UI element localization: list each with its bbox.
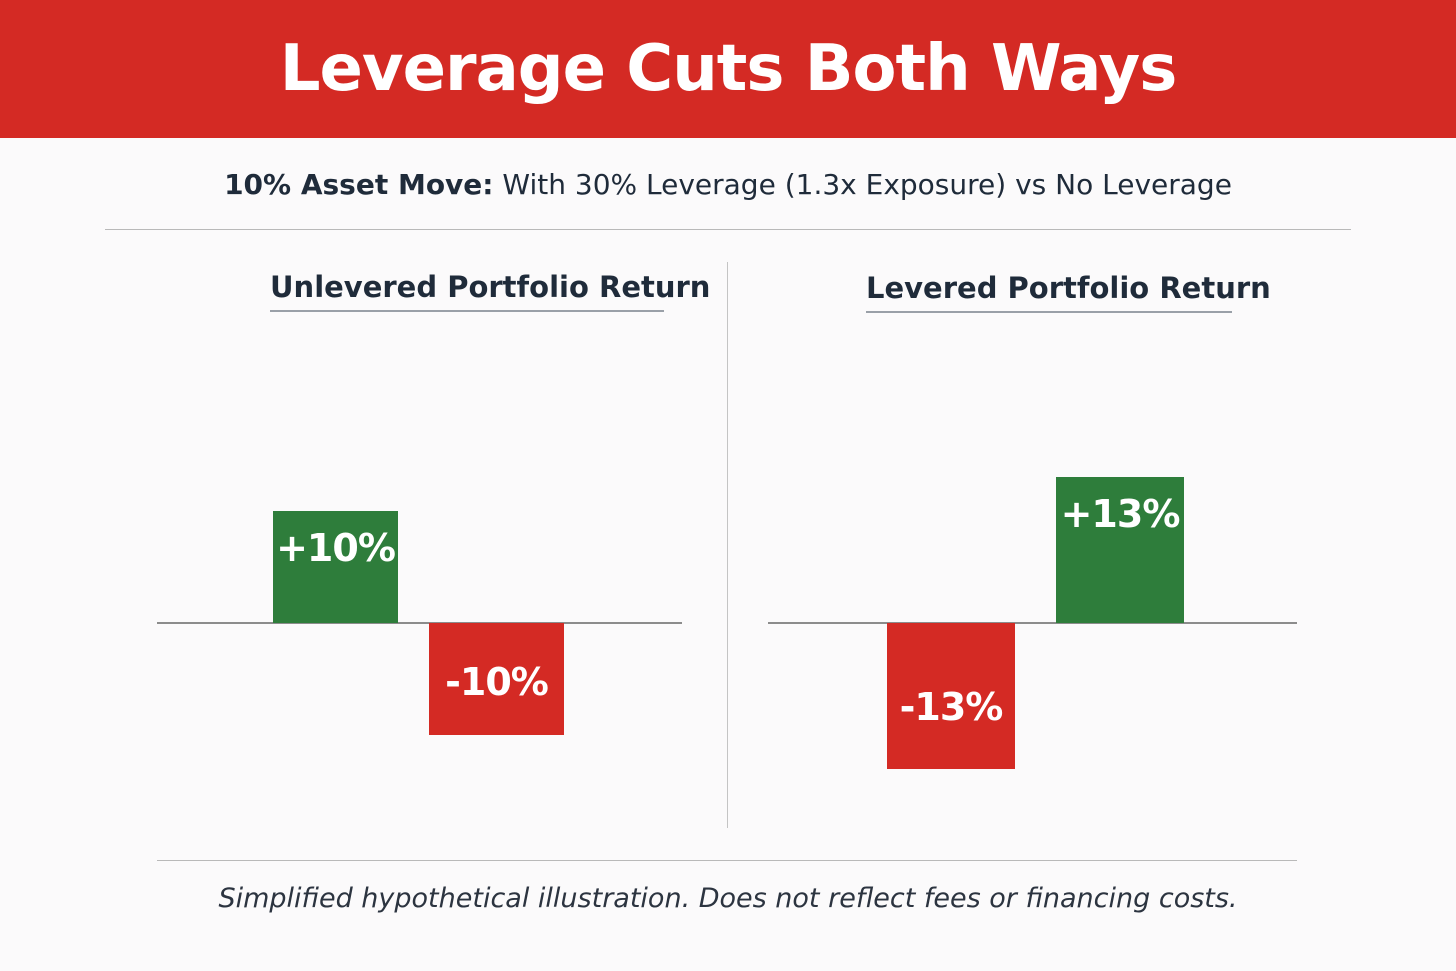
- footnote: Simplified hypothetical illustration. Do…: [218, 883, 1238, 914]
- bar-value-label: -10%: [445, 660, 549, 704]
- left-panel-title: Unlevered Portfolio Return: [270, 270, 710, 312]
- title-banner: Leverage Cuts Both Ways: [0, 0, 1456, 138]
- subtitle-rest: With 30% Leverage (1.3x Exposure) vs No …: [493, 168, 1232, 201]
- left-panel-title-underline: [270, 310, 664, 312]
- page-title: Leverage Cuts Both Ways: [279, 32, 1178, 106]
- subtitle-lead: 10% Asset Move:: [224, 168, 494, 201]
- unlevered-bar-negative: -10%: [429, 623, 564, 735]
- unlevered-bar-positive: +10%: [273, 511, 398, 623]
- bar-value-label: -13%: [899, 685, 1004, 729]
- left-zero-baseline: [157, 622, 682, 624]
- right-panel-title-underline: [866, 311, 1232, 313]
- bar-value-label: +10%: [276, 526, 396, 570]
- levered-bar-positive: +13%: [1056, 477, 1184, 623]
- top-divider: [105, 229, 1351, 230]
- left-panel-title-text: Unlevered Portfolio Return: [270, 270, 711, 304]
- right-panel-title-text: Levered Portfolio Return: [866, 271, 1271, 305]
- bottom-divider: [157, 860, 1297, 861]
- panel-divider: [727, 262, 728, 828]
- right-panel-title: Levered Portfolio Return: [866, 271, 1271, 313]
- right-zero-baseline: [768, 622, 1297, 624]
- bar-value-label: +13%: [1060, 492, 1181, 537]
- subtitle: 10% Asset Move: With 30% Leverage (1.3x …: [0, 168, 1456, 201]
- levered-bar-negative: -13%: [887, 623, 1015, 769]
